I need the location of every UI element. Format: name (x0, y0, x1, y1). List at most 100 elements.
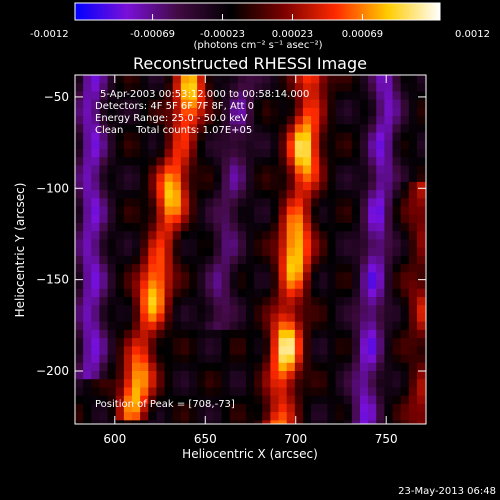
heatmap-cell (164, 280, 174, 290)
heatmap-cell (408, 214, 418, 224)
heatmap-cell (91, 403, 101, 413)
heatmap-cell (286, 157, 296, 167)
heatmap-cell (343, 140, 353, 150)
heatmap-cell (343, 297, 353, 306)
heatmap-cell (359, 412, 369, 421)
heatmap-cell (384, 338, 394, 347)
heatmap-cell (99, 190, 109, 199)
heatmap-cell (433, 256, 442, 265)
heatmap-cell (254, 124, 263, 134)
heatmap-cell (343, 181, 353, 191)
heatmap-cell (188, 338, 198, 347)
heatmap-cell (99, 116, 109, 125)
heatmap-cell (262, 272, 271, 282)
heatmap-cell (302, 329, 312, 339)
heatmap-cell (131, 371, 141, 380)
heatmap-cell (409, 429, 418, 438)
heatmap-cell (107, 239, 117, 249)
heatmap-cell (237, 371, 247, 380)
heatmap-cell (115, 157, 125, 167)
heatmap-cell (156, 231, 166, 241)
heatmap-cell (343, 149, 353, 158)
heatmap-cell (400, 190, 410, 199)
heatmap-cell (229, 280, 239, 290)
heatmap-cell (213, 329, 223, 339)
heatmap-cell (205, 321, 215, 331)
heatmap-cell (294, 272, 304, 282)
heatmap-cell (425, 429, 434, 438)
heatmap-cell (148, 321, 158, 331)
heatmap-cell (188, 157, 198, 167)
heatmap-cell (384, 297, 394, 306)
heatmap-cell (91, 297, 101, 306)
heatmap-cell (237, 412, 247, 421)
heatmap-cell (197, 247, 206, 257)
heatmap-cell (172, 223, 182, 232)
heatmap-cell (384, 173, 394, 183)
heatmap-cell (75, 190, 84, 199)
heatmap-cell (131, 173, 141, 183)
heatmap-cell (302, 75, 312, 84)
heatmap-cell (433, 215, 442, 224)
heatmap-cell (245, 288, 255, 298)
heatmap-cell (294, 116, 304, 125)
heatmap-cell (433, 313, 442, 322)
heatmap-cell (123, 379, 133, 389)
heatmap-cell (335, 214, 345, 224)
heatmap-cell (286, 198, 296, 208)
heatmap-cell (156, 107, 166, 117)
heatmap-cell (408, 329, 418, 339)
heatmap-cell (294, 247, 304, 257)
heatmap-cell (140, 354, 149, 364)
heatmap-cell (148, 99, 158, 109)
heatmap-cell (156, 329, 166, 339)
heatmap-cell (335, 354, 345, 364)
heatmap-cell (343, 247, 353, 257)
heatmap-cell (140, 107, 149, 117)
heatmap-cell (99, 338, 109, 347)
heatmap-cell (384, 231, 394, 241)
heatmap-cell (107, 297, 117, 306)
heatmap-cell (140, 223, 149, 232)
heatmap-cell (172, 280, 182, 290)
heatmap-cell (408, 190, 418, 199)
heatmap-cell (319, 412, 328, 421)
heatmap-cell (319, 272, 328, 282)
heatmap-cell (319, 223, 328, 232)
heatmap-cell (433, 281, 442, 290)
heatmap-cell (327, 140, 337, 150)
heatmap-cell (245, 297, 255, 306)
heatmap-cell (237, 395, 247, 405)
heatmap-cell (368, 387, 377, 397)
heatmap-cell (351, 198, 361, 208)
heatmap-cell (164, 124, 174, 134)
heatmap-cell (262, 288, 271, 298)
heatmap-cell (237, 280, 247, 290)
heatmap-cell (213, 272, 223, 282)
heatmap-cell (213, 280, 223, 290)
heatmap-cell (91, 165, 101, 175)
heatmap-cell (302, 190, 312, 199)
heatmap-cell (221, 313, 231, 323)
heatmap-cell (213, 231, 223, 241)
heatmap-cell (278, 140, 288, 150)
heatmap-cell (294, 83, 304, 93)
heatmap-cell (270, 313, 280, 323)
heatmap-cell (433, 297, 442, 306)
heatmap-cell (335, 305, 345, 315)
heatmap-cell (123, 264, 133, 273)
heatmap-cell (319, 362, 328, 372)
heatmap-cell (164, 255, 174, 265)
heatmap-cell (237, 75, 247, 84)
heatmap-cell (131, 313, 141, 323)
heatmap-cell (327, 99, 337, 109)
heatmap-cell (140, 272, 149, 282)
heatmap-cell (180, 247, 190, 257)
heatmap-cell (359, 223, 369, 232)
heatmap-cell (384, 255, 394, 265)
heatmap-cell (343, 403, 353, 413)
heatmap-cell (400, 83, 410, 93)
heatmap-cell (343, 116, 353, 125)
heatmap-cell (400, 362, 410, 372)
heatmap-cell (172, 354, 182, 364)
